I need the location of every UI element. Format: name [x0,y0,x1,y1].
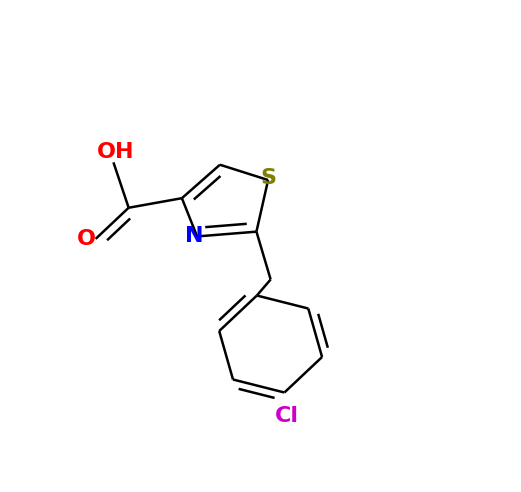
Text: N: N [185,226,204,246]
Text: Cl: Cl [275,406,299,427]
Text: OH: OH [97,142,135,162]
Text: S: S [260,168,276,187]
Text: O: O [77,229,96,249]
